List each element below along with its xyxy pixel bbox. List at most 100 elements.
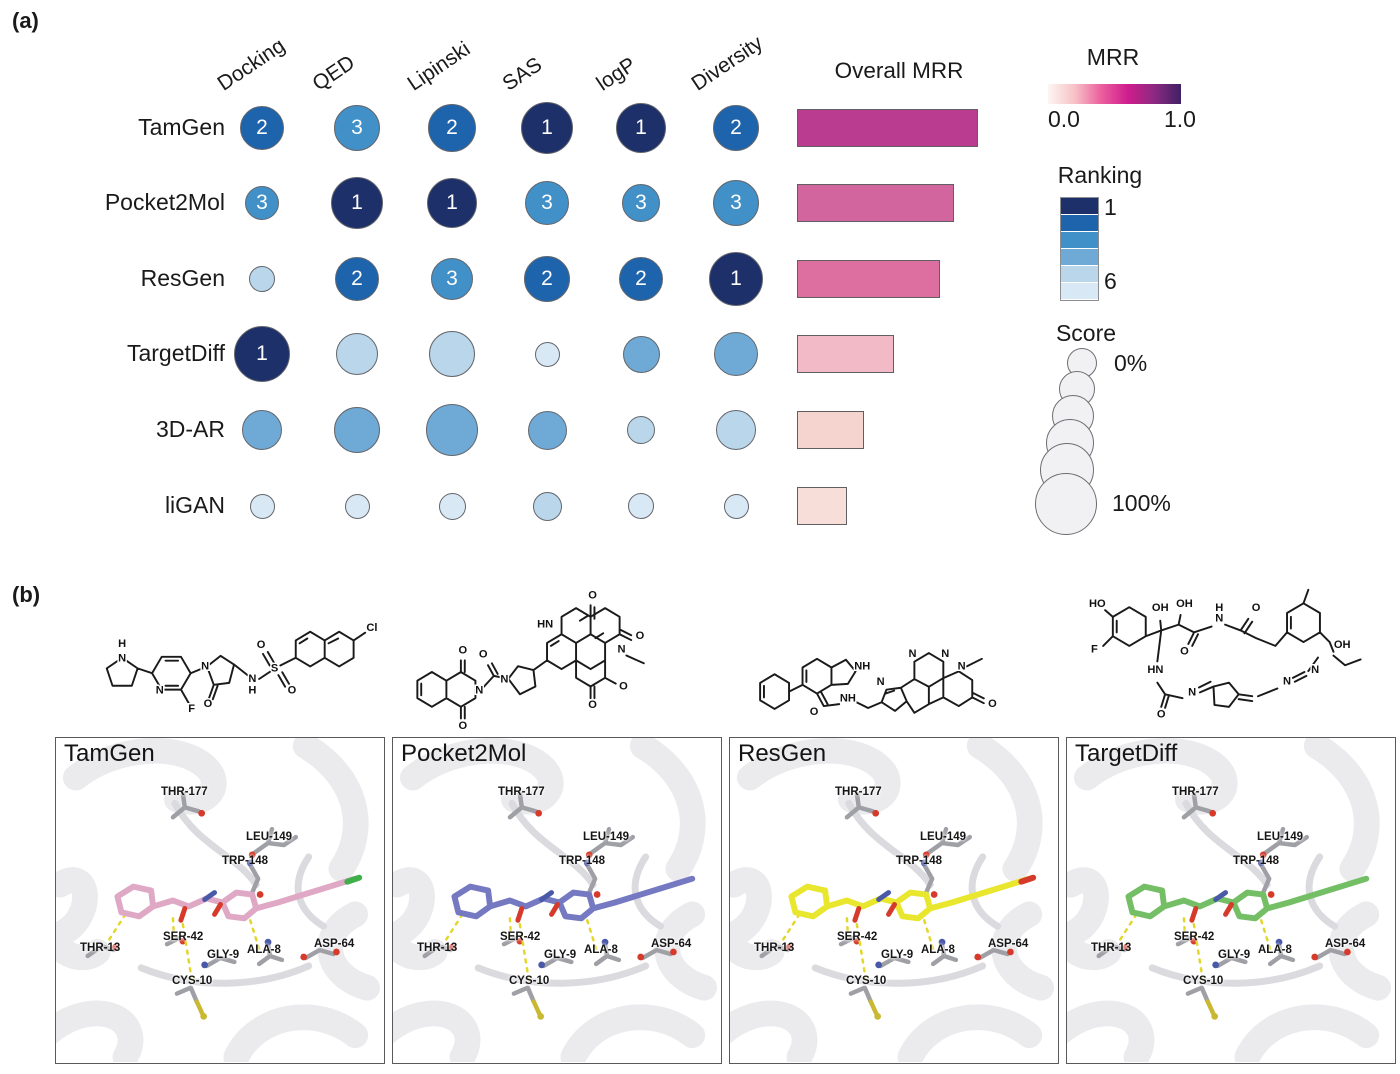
- atom-label: H: [118, 638, 126, 650]
- mrr-bar-3d-ar: [797, 411, 864, 449]
- residue-label: TRP-148: [222, 855, 269, 867]
- mrr-legend-title: MRR: [1086, 44, 1140, 70]
- bubble-tamgen-lipinski: 2: [428, 104, 476, 152]
- bubble-ligan-diversity: [723, 493, 749, 519]
- mrr-min-label: 0.0: [1048, 106, 1080, 132]
- atom-label: O: [257, 639, 266, 651]
- bubble-pocket2mol-qed: 1: [331, 177, 383, 229]
- structure-3d-view: [56, 738, 383, 1062]
- residue-label: GLY-9: [207, 949, 240, 961]
- bubble-targetdiff-logp: [622, 335, 660, 373]
- bubble-ligan-lipinski: [438, 492, 466, 520]
- atom-label: N: [1283, 676, 1291, 688]
- bubble-3d-ar-qed: [334, 407, 380, 453]
- residue-label: TRP-148: [559, 855, 606, 867]
- mrr-bar-tamgen: [797, 109, 978, 147]
- atom-label: NH: [840, 692, 856, 704]
- bubble-3d-ar-diversity: [716, 410, 756, 450]
- bubble-targetdiff-diversity: [714, 332, 758, 376]
- residue-label: LEU-149: [583, 831, 630, 843]
- atom-label: N: [618, 644, 626, 656]
- residue-sticks: [759, 791, 1014, 1020]
- ranking-legend-title: Ranking: [1057, 162, 1143, 188]
- residue-label: GLY-9: [544, 949, 577, 961]
- atom-label: Cl: [366, 622, 377, 634]
- bubble-3d-ar-sas: [527, 410, 567, 450]
- structure-3d-view: [730, 738, 1057, 1062]
- residue-label: LEU-149: [1257, 831, 1304, 843]
- bubble-ligan-qed: [344, 493, 370, 519]
- residue-label: ALA-8: [247, 944, 281, 956]
- ranking-swatch-5: [1061, 266, 1098, 283]
- atom-label: O: [1157, 709, 1166, 721]
- row-label-targetdiff: TargetDiff: [126, 340, 225, 366]
- ligand: [114, 874, 363, 923]
- structure-3d-view: [1067, 738, 1394, 1062]
- atom-label: F: [1091, 644, 1098, 656]
- atom-label: O: [619, 680, 628, 692]
- atom-label: O: [204, 698, 213, 710]
- atom-label: H: [1215, 602, 1223, 614]
- overall-mrr-header: Overall MRR: [834, 58, 964, 83]
- atom-label: NH: [854, 660, 870, 672]
- protein-cartoon: [56, 738, 381, 1062]
- bubble-tamgen-sas: 1: [521, 102, 573, 154]
- residue-label: CYS-10: [1183, 975, 1224, 987]
- residue-label: ASP-64: [651, 938, 692, 950]
- bubble-tamgen-docking: 2: [240, 106, 284, 150]
- residue-label: THR-177: [835, 786, 882, 798]
- column-header-lipinski: Lipinski: [403, 37, 475, 96]
- cell-title: TargetDiff: [1075, 740, 1178, 767]
- atom-label: N: [1311, 664, 1319, 676]
- atom-label: N: [500, 674, 508, 686]
- residue-label: THR-13: [417, 942, 458, 954]
- column-header-sas: SAS: [498, 52, 547, 96]
- bubble-resgen-lipinski: 3: [431, 258, 473, 300]
- ranking-top-label: 1: [1104, 194, 1117, 220]
- residue-label: SER-42: [1174, 931, 1215, 943]
- binding-site-scene: [393, 738, 718, 1062]
- ranking-swatch-4: [1061, 249, 1098, 266]
- hydrogen-bonds: [1117, 913, 1273, 987]
- atom-label: O: [810, 706, 819, 718]
- hydrogen-bonds: [443, 913, 599, 987]
- column-header-logp: logP: [592, 52, 641, 96]
- bubble-tamgen-logp: 1: [616, 103, 666, 153]
- ligand: [451, 875, 696, 923]
- row-label-resgen: ResGen: [140, 265, 225, 291]
- residue-label: THR-177: [498, 786, 545, 798]
- atom-label: N: [941, 648, 949, 660]
- residue-label: THR-13: [1091, 942, 1132, 954]
- residue-label: THR-13: [754, 942, 795, 954]
- protein-cartoon: [393, 738, 718, 1062]
- residue-label: ASP-64: [1325, 938, 1366, 950]
- residue-sticks: [422, 791, 677, 1020]
- bubble-resgen-logp: 2: [619, 257, 663, 301]
- atom-label: HO: [1089, 598, 1106, 610]
- residue-label: SER-42: [500, 931, 541, 943]
- atom-label: N: [201, 660, 209, 672]
- atom-label: N: [1215, 613, 1223, 625]
- mrr-max-label: 1.0: [1164, 106, 1196, 132]
- atom-label: O: [288, 684, 297, 696]
- bubble-targetdiff-sas: [534, 341, 560, 367]
- mrr-bar-pocket2mol: [797, 184, 954, 222]
- binding-site-scene: [56, 738, 381, 1062]
- score-min-label: 0%: [1114, 350, 1148, 376]
- bubble-tamgen-diversity: 2: [713, 105, 759, 151]
- mrr-bar-ligan: [797, 487, 847, 525]
- binding-site-scene: [730, 738, 1055, 1062]
- residue-label: GLY-9: [1218, 949, 1251, 961]
- score-legend-title: Score: [1055, 320, 1117, 346]
- score-max-label: 100%: [1112, 490, 1171, 516]
- atom-label: N: [248, 673, 256, 685]
- atom-label: HN: [537, 618, 553, 630]
- bubble-pocket2mol-lipinski: 1: [427, 178, 477, 228]
- ranking-swatch-6: [1061, 283, 1098, 300]
- atom-label: OH: [1334, 639, 1351, 651]
- residue-label: ALA-8: [1258, 944, 1292, 956]
- residue-label: SER-42: [837, 931, 878, 943]
